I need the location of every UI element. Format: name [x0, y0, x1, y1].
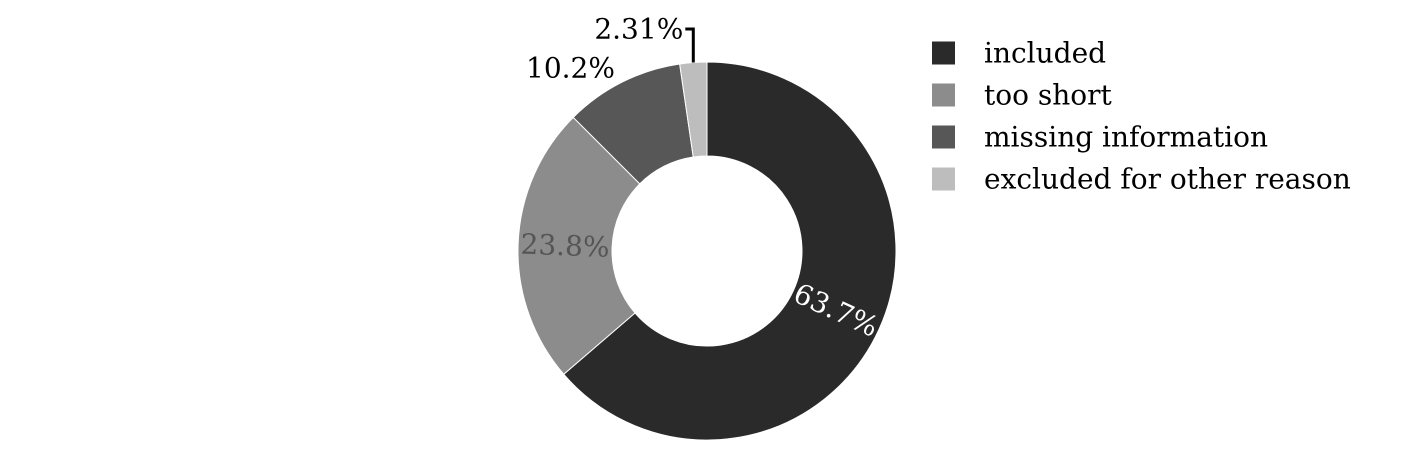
slice-label-too-short: 23.8% [520, 228, 610, 264]
legend-label-included: included [984, 37, 1106, 70]
slice-label-missing-information: 10.2% [526, 51, 615, 84]
slice-included [563, 61, 897, 441]
leader-line-excluded-for-other-reason [685, 27, 695, 63]
legend-swatch-too-short [932, 83, 955, 107]
legend-label-excluded-for-other-reason: excluded for other reason [984, 163, 1351, 196]
slice-excluded-for-other-reason [679, 61, 708, 158]
legend-swatch-excluded-for-other-reason [932, 167, 955, 191]
legend-label-missing-information: missing information [984, 121, 1268, 154]
legend-swatch-included [932, 41, 955, 65]
slice-label-excluded-for-other-reason: 2.31% [594, 13, 683, 46]
donut-slices [517, 61, 897, 441]
legend-label-too-short: too short [984, 79, 1113, 112]
legend: included too short missing information excl… [932, 37, 1351, 196]
slice-too-short [517, 116, 641, 375]
legend-swatch-missing-information [932, 125, 955, 149]
